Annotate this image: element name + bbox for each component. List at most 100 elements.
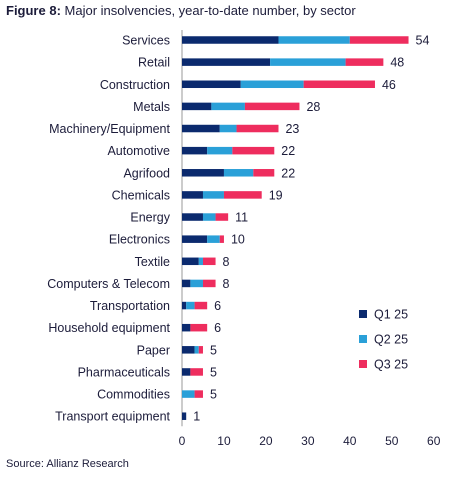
bar-segment-q1-25 bbox=[182, 213, 203, 221]
legend-label: Q3 25 bbox=[374, 358, 408, 372]
bar-segment-q2-25 bbox=[278, 36, 350, 44]
total-label: 22 bbox=[281, 144, 295, 158]
category-label: Household equipment bbox=[48, 321, 170, 335]
bar-segment-q3-25 bbox=[244, 102, 300, 111]
bar-segment-q3-25 bbox=[202, 257, 216, 266]
x-tick-label: 60 bbox=[427, 434, 441, 448]
bar-segment-q1-25 bbox=[182, 80, 241, 89]
chart-title-prefix: Figure 8: bbox=[6, 3, 61, 18]
category-label: Metals bbox=[133, 100, 170, 114]
bar-segment-q2-25 bbox=[240, 80, 304, 89]
total-label: 28 bbox=[306, 100, 320, 114]
x-tick-label: 40 bbox=[343, 434, 357, 448]
total-label: 8 bbox=[223, 255, 230, 269]
bar-segment-q1-25 bbox=[182, 235, 208, 243]
bar-segment-q1-25 bbox=[182, 346, 195, 354]
bar-segment-q2-25 bbox=[211, 102, 245, 111]
bar-segment-q1-25 bbox=[182, 191, 203, 199]
total-label: 1 bbox=[193, 410, 200, 424]
category-label: Chemicals bbox=[112, 188, 170, 202]
bar-segment-q1-25 bbox=[182, 412, 187, 420]
category-label: Services bbox=[122, 34, 170, 48]
x-tick-label: 10 bbox=[217, 434, 231, 448]
bar-segment-q3-25 bbox=[345, 58, 384, 66]
bar-segment-q2-25 bbox=[219, 124, 237, 133]
bar-segment-q3-25 bbox=[223, 191, 262, 199]
total-label: 11 bbox=[235, 211, 248, 225]
bar-segment-q1-25 bbox=[182, 368, 191, 376]
category-label: Pharmaceuticals bbox=[78, 365, 170, 379]
category-label: Electronics bbox=[109, 233, 170, 247]
category-label: Construction bbox=[100, 78, 170, 92]
bar-segment-q3-25 bbox=[303, 80, 375, 89]
category-label: Commodities bbox=[97, 388, 170, 402]
bar-segment-q3-25 bbox=[202, 279, 216, 288]
x-tick-label: 30 bbox=[301, 434, 315, 448]
bar-segment-q2-25 bbox=[202, 191, 224, 199]
bar-segment-q1-25 bbox=[182, 102, 212, 111]
legend-label: Q2 25 bbox=[374, 333, 408, 347]
category-label: Transportation bbox=[90, 299, 170, 313]
category-label: Computers & Telecom bbox=[47, 277, 170, 291]
bar-segment-q3-25 bbox=[194, 301, 208, 310]
bar-segment-q1-25 bbox=[182, 257, 199, 266]
bar-segment-q3-25 bbox=[349, 36, 409, 44]
legend-label: Q1 25 bbox=[374, 308, 408, 322]
total-label: 46 bbox=[382, 78, 396, 92]
x-tick-label: 0 bbox=[179, 434, 186, 448]
legend-swatch bbox=[359, 360, 367, 368]
bar-segment-q1-25 bbox=[182, 146, 208, 155]
total-label: 5 bbox=[210, 388, 217, 402]
total-label: 10 bbox=[231, 233, 245, 247]
category-label: Paper bbox=[137, 343, 170, 357]
bar-segment-q2-25 bbox=[270, 58, 346, 66]
total-label: 6 bbox=[214, 321, 221, 335]
bar-segment-q1-25 bbox=[182, 279, 191, 288]
total-label: 23 bbox=[285, 122, 299, 136]
category-label: Transport equipment bbox=[55, 410, 170, 424]
category-label: Textile bbox=[135, 255, 170, 269]
bar-segment-q1-25 bbox=[182, 124, 220, 133]
bar-segment-q1-25 bbox=[182, 36, 279, 44]
bar-segment-q2-25 bbox=[207, 146, 233, 155]
bar-segment-q1-25 bbox=[182, 169, 224, 177]
bar-segment-q3-25 bbox=[236, 124, 279, 133]
bar-segment-q3-25 bbox=[190, 368, 203, 376]
bar-segment-q2-25 bbox=[202, 213, 216, 221]
bar-segment-q3-25 bbox=[253, 169, 275, 177]
x-tick-label: 20 bbox=[259, 434, 273, 448]
bar-segment-q2-25 bbox=[186, 301, 195, 310]
total-label: 48 bbox=[390, 56, 404, 70]
x-tick-label: 50 bbox=[385, 434, 399, 448]
bar-segment-q1-25 bbox=[182, 323, 191, 332]
total-label: 54 bbox=[416, 34, 430, 48]
total-label: 22 bbox=[281, 166, 295, 180]
total-label: 6 bbox=[214, 299, 221, 313]
bar-segment-q3-25 bbox=[198, 346, 203, 354]
category-label: Retail bbox=[138, 56, 170, 70]
chart-title: Figure 8: Major insolvencies, year-to-da… bbox=[6, 3, 356, 18]
bar-segment-q2-25 bbox=[198, 257, 203, 266]
bar-segment-q2-25 bbox=[182, 390, 195, 398]
bar-segment-q3-25 bbox=[215, 213, 229, 221]
bar-segment-q3-25 bbox=[219, 235, 224, 243]
legend-swatch bbox=[359, 310, 367, 318]
bar-segment-q3-25 bbox=[190, 323, 208, 332]
legend-swatch bbox=[359, 335, 367, 343]
bar-segment-q1-25 bbox=[182, 58, 271, 66]
category-label: Energy bbox=[130, 211, 170, 225]
bar-segment-q2-25 bbox=[207, 235, 220, 243]
chart-source: Source: Allianz Research bbox=[6, 458, 129, 470]
bar-segment-q3-25 bbox=[232, 146, 275, 155]
category-label: Automotive bbox=[107, 144, 170, 158]
category-label: Machinery/Equipment bbox=[49, 122, 170, 136]
bar-segment-q2-25 bbox=[190, 279, 203, 288]
total-label: 8 bbox=[223, 277, 230, 291]
total-label: 5 bbox=[210, 343, 217, 357]
bar-segment-q2-25 bbox=[223, 169, 254, 177]
bar-segment-q3-25 bbox=[194, 390, 203, 398]
category-label: Agrifood bbox=[123, 166, 170, 180]
bar-segment-q1-25 bbox=[182, 301, 187, 310]
